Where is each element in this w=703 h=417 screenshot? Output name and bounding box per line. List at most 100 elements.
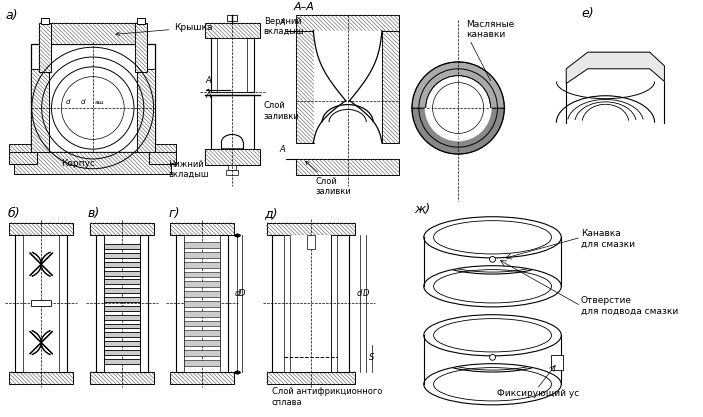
Bar bbox=[103, 244, 140, 249]
Bar bbox=[90, 372, 154, 384]
Text: d: d bbox=[357, 289, 362, 298]
Text: Масляные
канавки: Масляные канавки bbox=[466, 20, 515, 39]
Bar bbox=[9, 152, 37, 164]
Bar bbox=[184, 235, 221, 372]
Bar bbox=[103, 279, 140, 284]
Bar bbox=[103, 253, 140, 258]
Bar bbox=[184, 350, 221, 356]
Bar bbox=[217, 38, 247, 92]
Text: Верхний
вкладыш: Верхний вкладыш bbox=[264, 17, 304, 36]
Bar bbox=[9, 223, 73, 235]
Bar bbox=[205, 149, 259, 165]
Text: аш: аш bbox=[95, 100, 104, 105]
Wedge shape bbox=[412, 108, 504, 154]
Circle shape bbox=[489, 256, 496, 262]
Bar bbox=[103, 359, 140, 364]
Bar bbox=[184, 252, 221, 258]
Bar bbox=[9, 144, 37, 152]
Text: ж): ж) bbox=[414, 203, 430, 216]
Text: А: А bbox=[279, 18, 285, 27]
Text: Нижний
вкладыш: Нижний вкладыш bbox=[169, 160, 209, 179]
Bar bbox=[588, 52, 650, 62]
Bar bbox=[296, 15, 399, 30]
Bar bbox=[184, 281, 221, 287]
Text: Корпус: Корпус bbox=[61, 159, 95, 168]
Bar bbox=[184, 291, 221, 297]
Bar bbox=[290, 235, 331, 372]
Bar bbox=[314, 30, 382, 143]
Bar bbox=[551, 355, 563, 369]
Bar bbox=[184, 360, 221, 366]
Bar bbox=[135, 23, 147, 72]
Text: А–А: А–А bbox=[293, 2, 314, 12]
Text: б): б) bbox=[7, 207, 20, 220]
Text: S: S bbox=[369, 353, 374, 362]
Bar bbox=[170, 372, 234, 384]
Bar bbox=[184, 242, 221, 248]
Bar bbox=[49, 23, 137, 44]
Bar bbox=[103, 341, 140, 346]
Text: D: D bbox=[239, 289, 245, 298]
Bar bbox=[137, 69, 155, 152]
Bar bbox=[284, 235, 290, 372]
Bar bbox=[211, 38, 254, 92]
Bar bbox=[226, 170, 238, 175]
Bar bbox=[103, 332, 140, 337]
Text: D: D bbox=[363, 289, 369, 298]
Text: Отверстие
для подвода смазки: Отверстие для подвода смазки bbox=[581, 296, 678, 316]
Bar bbox=[137, 18, 145, 24]
Text: а): а) bbox=[6, 9, 18, 22]
Bar bbox=[103, 262, 140, 267]
Bar bbox=[23, 235, 59, 372]
Bar bbox=[103, 350, 140, 355]
Bar bbox=[149, 152, 176, 164]
Text: А: А bbox=[206, 76, 212, 85]
Text: А: А bbox=[279, 145, 285, 154]
Text: d: d bbox=[234, 289, 240, 298]
Text: d: d bbox=[65, 99, 70, 105]
Bar bbox=[176, 235, 228, 372]
Bar bbox=[228, 165, 236, 170]
Bar bbox=[170, 223, 234, 235]
Text: Слой
заливки: Слой заливки bbox=[264, 101, 299, 121]
Bar bbox=[227, 15, 237, 21]
Text: Фиксирующий ус: Фиксирующий ус bbox=[498, 389, 580, 398]
Bar bbox=[103, 271, 140, 276]
Bar bbox=[184, 301, 221, 307]
Bar bbox=[307, 235, 315, 249]
Text: d: d bbox=[81, 99, 86, 105]
Bar bbox=[149, 144, 176, 152]
Text: д): д) bbox=[264, 207, 278, 220]
Bar bbox=[184, 330, 221, 336]
Bar bbox=[41, 18, 49, 24]
Bar bbox=[205, 23, 259, 38]
Bar bbox=[273, 235, 349, 372]
Text: Крышка: Крышка bbox=[116, 23, 213, 36]
Text: г): г) bbox=[169, 207, 180, 220]
Bar bbox=[382, 30, 399, 143]
Circle shape bbox=[489, 354, 496, 360]
Text: А: А bbox=[206, 91, 212, 100]
Text: в): в) bbox=[88, 207, 100, 220]
Bar bbox=[103, 315, 140, 319]
Text: Слой
заливки: Слой заливки bbox=[306, 161, 352, 196]
Bar bbox=[184, 271, 221, 277]
Bar bbox=[39, 23, 51, 72]
Text: Канавка
для смазки: Канавка для смазки bbox=[581, 229, 635, 249]
Bar bbox=[32, 301, 51, 306]
Bar bbox=[31, 69, 49, 152]
Bar bbox=[184, 321, 221, 327]
Wedge shape bbox=[412, 62, 504, 108]
Text: е): е) bbox=[581, 7, 593, 20]
Bar bbox=[266, 223, 355, 235]
Bar bbox=[211, 95, 254, 149]
Bar bbox=[103, 306, 140, 311]
Bar bbox=[184, 262, 221, 268]
Bar bbox=[184, 340, 221, 346]
Polygon shape bbox=[566, 52, 664, 83]
Bar bbox=[103, 235, 140, 372]
Bar bbox=[103, 297, 140, 302]
Bar bbox=[331, 235, 337, 372]
Bar bbox=[184, 311, 221, 317]
Bar bbox=[221, 148, 243, 151]
